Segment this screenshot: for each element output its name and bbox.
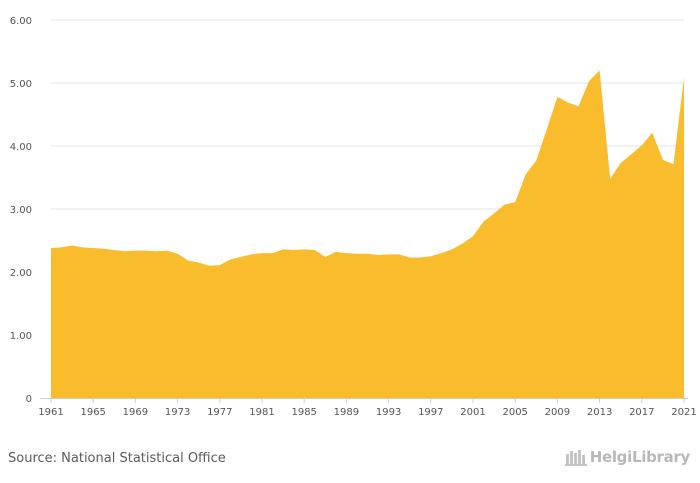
data-point [408,256,412,260]
data-point [102,247,106,251]
data-point [577,104,581,108]
data-point [471,234,475,238]
x-tick-label: 2021 [671,407,696,418]
data-point [524,172,528,176]
data-point [239,255,243,259]
x-tick-label: 2009 [545,407,570,418]
data-point [513,200,517,204]
data-point [218,263,222,267]
x-tick-label: 1977 [207,407,232,418]
area-series [49,68,686,399]
data-point [228,257,232,261]
x-tick-label: 1961 [38,407,63,418]
data-point [492,211,496,215]
x-tick-label: 2013 [587,407,612,418]
data-point [587,79,591,83]
x-tick-label: 1989 [334,407,359,418]
y-tick-label: 4.00 [10,142,32,153]
x-tick-label: 1965 [80,407,105,418]
data-point [376,253,380,257]
y-tick-label: 0 [26,394,32,405]
area-fill [51,70,684,399]
data-point [450,247,454,251]
data-point [49,246,53,250]
x-tick-label: 2001 [460,407,485,418]
data-point [619,161,623,165]
x-tick-label: 1985 [291,407,316,418]
data-point [545,127,549,131]
data-point [608,177,612,181]
data-point [271,251,275,255]
data-point [123,249,127,253]
x-tick-label: 2005 [502,407,527,418]
data-point [70,244,74,248]
y-tick-label: 2.00 [10,268,32,279]
data-point [534,158,538,162]
x-axis-labels: 1961 1965 1969 1973 1977 1981 1985 1989 1993 1997… [38,407,696,418]
y-axis-labels: 0 1.00 2.00 3.00 4.00 5.00 6.00 [10,16,32,405]
data-point [640,143,644,147]
data-point [186,259,190,263]
data-point [671,162,675,166]
data-point [344,251,348,255]
data-point [302,247,306,251]
chart-footer: Source: National Statistical Office Helg… [0,440,700,483]
data-point [155,249,159,253]
data-point [176,252,180,256]
data-point [460,242,464,246]
data-point [292,248,296,252]
data-point [429,254,433,258]
x-tick-label: 1997 [418,407,443,418]
data-point [482,220,486,224]
data-point [207,264,211,268]
area-chart: 01.002.003.004.005.006.00 1961 1965 1969 19… [10,16,697,418]
x-tick-label: 1981 [249,407,274,418]
y-tick-label: 5.00 [10,79,32,90]
data-point [112,248,116,252]
y-tick-label: 6.00 [10,16,32,27]
data-point [165,249,169,253]
data-point [260,251,264,255]
source-note: Source: National Statistical Office [8,451,226,466]
data-point [503,203,507,207]
data-point [566,101,570,105]
data-point [661,158,665,162]
brand-logo[interactable]: HelgiLibrary [564,448,691,466]
library-icon [564,450,587,466]
data-point [397,252,401,256]
data-point [249,252,253,256]
x-tick-label: 1993 [376,407,401,418]
data-point [387,252,391,256]
data-point [366,252,370,256]
x-tick-label: 2017 [629,407,654,418]
x-tick-label: 1969 [123,407,148,418]
data-point [60,245,64,249]
data-point [334,250,338,254]
y-tick-label: 1.00 [10,331,32,342]
data-point [355,252,359,256]
data-point [133,249,137,253]
data-point [555,95,559,99]
data-point [197,261,201,265]
data-point [91,246,95,250]
data-point [281,247,285,251]
data-point [598,68,602,72]
data-point [629,152,633,156]
data-point [313,248,317,252]
data-point [682,75,686,79]
data-point [144,249,148,253]
data-point [81,245,85,249]
axes [40,398,688,403]
data-point [323,255,327,259]
y-tick-label: 3.00 [10,205,32,216]
data-point [650,131,654,135]
x-tick-label: 1973 [165,407,190,418]
data-point [439,251,443,255]
brand-name: HelgiLibrary [589,448,691,466]
data-point [418,256,422,260]
